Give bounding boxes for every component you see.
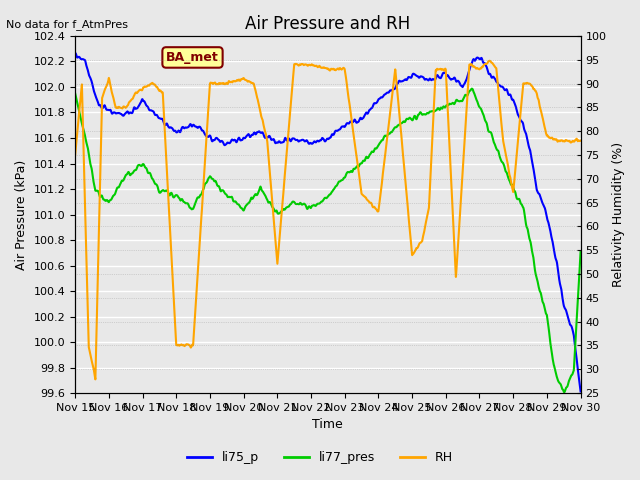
li77_pres: [577, 251, 584, 257]
li77_pres: [377, 139, 385, 145]
li77_pres: [212, 180, 220, 185]
li77_pres: [468, 86, 476, 92]
Y-axis label: Relativity Humidity (%): Relativity Humidity (%): [612, 142, 625, 287]
li75_p: [180, 125, 188, 131]
RH: [486, 58, 493, 64]
li75_p: [577, 388, 584, 394]
Legend: li75_p, li77_pres, RH: li75_p, li77_pres, RH: [182, 446, 458, 469]
RH: [577, 138, 584, 144]
RH: [577, 138, 584, 144]
RH: [180, 342, 188, 348]
RH: [377, 189, 385, 195]
li77_pres: [561, 389, 568, 395]
li77_pres: [529, 251, 536, 257]
RH: [71, 152, 79, 158]
li75_p: [212, 135, 220, 141]
li75_p: [386, 88, 394, 94]
RH: [529, 84, 537, 90]
Title: Air Pressure and RH: Air Pressure and RH: [245, 15, 410, 33]
RH: [386, 114, 394, 120]
Line: RH: RH: [75, 61, 580, 379]
Text: No data for f_AtmPres: No data for f_AtmPres: [6, 19, 129, 30]
li75_p: [577, 385, 584, 391]
Text: BA_met: BA_met: [166, 51, 219, 64]
li75_p: [71, 50, 79, 56]
X-axis label: Time: Time: [312, 419, 343, 432]
li77_pres: [71, 90, 79, 96]
RH: [212, 82, 220, 87]
Y-axis label: Air Pressure (kPa): Air Pressure (kPa): [15, 159, 28, 270]
li77_pres: [577, 249, 584, 254]
li77_pres: [180, 199, 188, 204]
RH: [92, 376, 99, 382]
Line: li75_p: li75_p: [75, 53, 580, 391]
li77_pres: [386, 131, 394, 137]
Line: li77_pres: li77_pres: [75, 89, 580, 392]
li75_p: [377, 95, 385, 100]
li75_p: [529, 161, 536, 167]
